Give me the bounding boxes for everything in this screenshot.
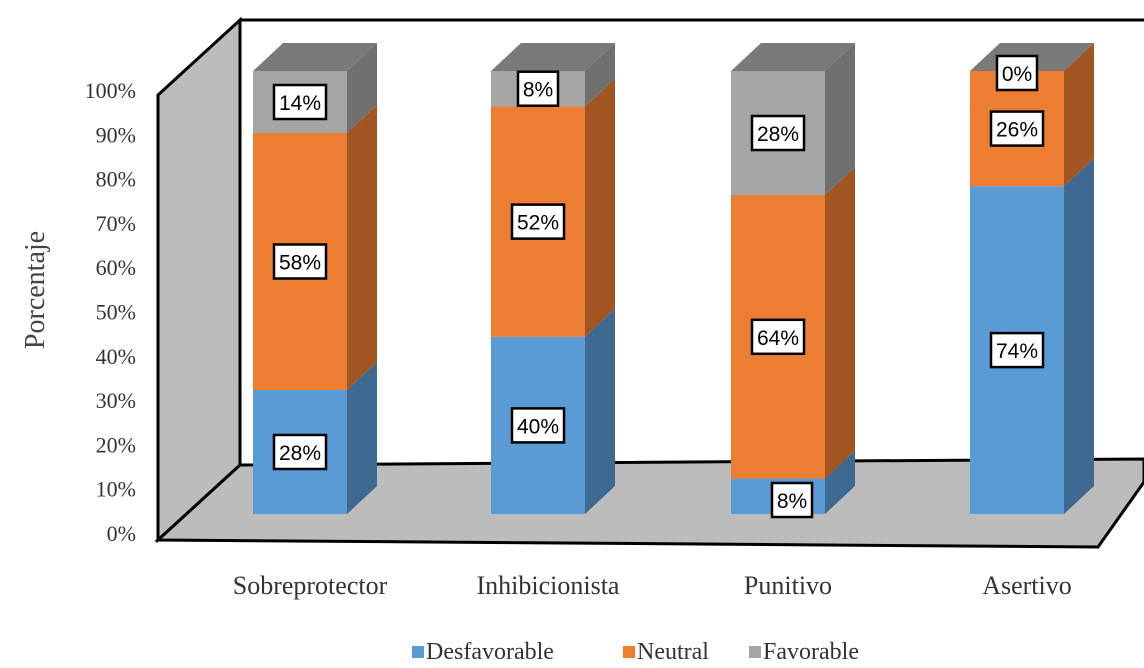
- bar-segment-side: [585, 43, 615, 107]
- data-label-box: [989, 110, 1045, 147]
- y-tick-label: 60%: [96, 255, 136, 280]
- y-tick-label: 30%: [96, 388, 136, 413]
- bar-top-cap: [731, 43, 855, 71]
- x-tick-label: Sobreprotector: [233, 571, 388, 600]
- legend-label: Favorable: [763, 639, 859, 665]
- data-label: 28%: [750, 114, 806, 152]
- data-label-box: [272, 433, 328, 471]
- legend-item: Neutral: [623, 639, 709, 665]
- data-label: 58%: [272, 243, 328, 280]
- bar-top-cap: [491, 43, 615, 71]
- chart-walls: [154, 16, 1144, 549]
- x-tick-label: Asertivo: [982, 571, 1072, 600]
- bar-top-cap: [253, 43, 377, 71]
- data-label-box: [770, 481, 814, 519]
- data-label-text: 26%: [996, 119, 1038, 142]
- y-tick-label: 80%: [96, 167, 136, 192]
- data-label-text: 40%: [517, 415, 559, 438]
- bar-segment-side: [585, 78, 615, 337]
- y-tick-label: 40%: [96, 344, 136, 369]
- data-label-box: [989, 331, 1045, 369]
- y-tick-label: 70%: [96, 211, 136, 236]
- legend-item: Desfavorable: [412, 639, 554, 665]
- side-wall: [156, 16, 242, 544]
- bar-segment-side: [1064, 158, 1094, 514]
- data-label: 52%: [510, 203, 566, 240]
- data-label-box: [516, 70, 560, 107]
- data-label-box: [510, 407, 566, 444]
- data-labels: 28% 58% 14% 40% 52% 8% 8% 64% 28% 74% 26% 0%: [272, 54, 1045, 519]
- data-label-box: [272, 243, 328, 280]
- bar-stacks: [253, 43, 1094, 514]
- data-label-box: [510, 203, 566, 240]
- data-label: 0%: [995, 54, 1039, 92]
- data-label-text: 58%: [279, 251, 321, 274]
- data-label-text: 74%: [996, 340, 1038, 363]
- bar-stack: [970, 43, 1094, 514]
- data-label: 40%: [510, 407, 566, 444]
- legend-label: Neutral: [637, 639, 709, 665]
- floor: [154, 457, 1144, 549]
- data-label: 8%: [516, 70, 560, 107]
- x-tick-label: Punitivo: [744, 571, 832, 600]
- data-label-text: 0%: [1002, 63, 1032, 86]
- data-label-box: [995, 54, 1039, 92]
- data-label: 64%: [750, 318, 806, 356]
- data-label-text: 28%: [757, 123, 799, 146]
- data-label: 74%: [989, 331, 1045, 369]
- data-label-box: [750, 114, 806, 152]
- legend-swatch: [623, 646, 635, 658]
- data-label-box: [272, 83, 328, 121]
- y-tick-label: 0%: [107, 521, 136, 546]
- y-tick-label: 10%: [96, 477, 136, 502]
- legend-label: Desfavorable: [426, 639, 554, 665]
- legend: Desfavorable Neutral Favorable: [412, 639, 859, 665]
- bar-segment-side: [825, 43, 855, 196]
- y-tick-label: 100%: [85, 78, 136, 103]
- data-label-text: 28%: [279, 442, 321, 465]
- bar-segment-side: [585, 308, 615, 514]
- y-tick-label: 90%: [96, 122, 136, 147]
- data-label: 26%: [989, 110, 1045, 147]
- data-label: 14%: [272, 83, 328, 121]
- bar-segment-side: [1064, 43, 1094, 187]
- legend-swatch: [749, 646, 761, 658]
- data-label-text: 64%: [757, 327, 799, 350]
- data-label-box: [750, 318, 806, 356]
- data-label-text: 14%: [279, 92, 321, 115]
- bar-segment-side: [347, 105, 377, 390]
- data-label-text: 52%: [517, 212, 559, 235]
- legend-swatch: [412, 646, 424, 658]
- y-tick-label: 50%: [96, 300, 136, 325]
- bar-segment-side: [347, 361, 377, 514]
- bar-segment-side: [825, 167, 855, 479]
- category-labels: Sobreprotector Inhibicionista Punitivo Aser…: [233, 571, 1072, 600]
- data-label: 28%: [272, 433, 328, 471]
- bar-stack: [731, 43, 855, 514]
- bar-segment-side: [825, 450, 855, 514]
- y-axis-title: Porcentaje: [20, 231, 51, 349]
- data-label-text: 8%: [523, 79, 553, 102]
- legend-item: Favorable: [749, 639, 859, 665]
- y-axis-ticks: 0% 10% 20% 30% 40% 50% 60% 70% 80% 90% 100%: [85, 78, 136, 546]
- bar-segment-side: [347, 43, 377, 134]
- y-tick-label: 20%: [96, 432, 136, 457]
- data-label-text: 8%: [777, 490, 807, 513]
- x-tick-label: Inhibicionista: [477, 571, 620, 600]
- data-label: 8%: [770, 481, 814, 519]
